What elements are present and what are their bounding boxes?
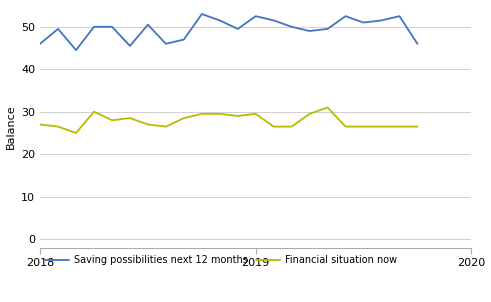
Saving possibilities next 12 months (271, 19, 276, 22)
Saving possibilities next 12 months (289, 25, 295, 29)
Financial situation now (379, 125, 384, 128)
Line: Financial situation now: Financial situation now (40, 108, 417, 133)
Saving possibilities next 12 months (91, 25, 97, 29)
Financial situation now (253, 112, 259, 116)
Financial situation now (163, 125, 169, 128)
Financial situation now (289, 125, 295, 128)
Saving possibilities next 12 months (109, 25, 115, 29)
Saving possibilities next 12 months (37, 42, 43, 46)
Saving possibilities next 12 months (73, 48, 79, 52)
Financial situation now (397, 125, 403, 128)
Financial situation now (271, 125, 276, 128)
Saving possibilities next 12 months (253, 14, 259, 18)
Saving possibilities next 12 months (325, 27, 330, 31)
Financial situation now (217, 112, 223, 116)
Line: Saving possibilities next 12 months: Saving possibilities next 12 months (40, 14, 417, 50)
Financial situation now (414, 125, 420, 128)
Saving possibilities next 12 months (379, 19, 384, 22)
Saving possibilities next 12 months (55, 27, 61, 31)
Financial situation now (73, 131, 79, 135)
Financial situation now (360, 125, 366, 128)
Saving possibilities next 12 months (163, 42, 169, 46)
Y-axis label: Balance: Balance (5, 104, 16, 149)
Saving possibilities next 12 months (235, 27, 241, 31)
Financial situation now (343, 125, 349, 128)
Saving possibilities next 12 months (343, 14, 349, 18)
Financial situation now (325, 106, 330, 109)
Saving possibilities next 12 months (199, 12, 205, 16)
Saving possibilities next 12 months (397, 14, 403, 18)
Saving possibilities next 12 months (217, 19, 223, 22)
Financial situation now (127, 116, 133, 120)
Financial situation now (55, 125, 61, 128)
Saving possibilities next 12 months (181, 38, 187, 41)
Financial situation now (91, 110, 97, 114)
Financial situation now (37, 123, 43, 126)
Financial situation now (307, 112, 313, 116)
Saving possibilities next 12 months (127, 44, 133, 48)
Saving possibilities next 12 months (307, 29, 313, 33)
Financial situation now (109, 118, 115, 122)
Financial situation now (199, 112, 205, 116)
Financial situation now (145, 123, 151, 126)
Saving possibilities next 12 months (145, 23, 151, 27)
Legend: Saving possibilities next 12 months, Financial situation now: Saving possibilities next 12 months, Fin… (45, 255, 397, 265)
Financial situation now (181, 116, 187, 120)
Financial situation now (235, 114, 241, 118)
Saving possibilities next 12 months (360, 21, 366, 24)
Saving possibilities next 12 months (414, 42, 420, 46)
